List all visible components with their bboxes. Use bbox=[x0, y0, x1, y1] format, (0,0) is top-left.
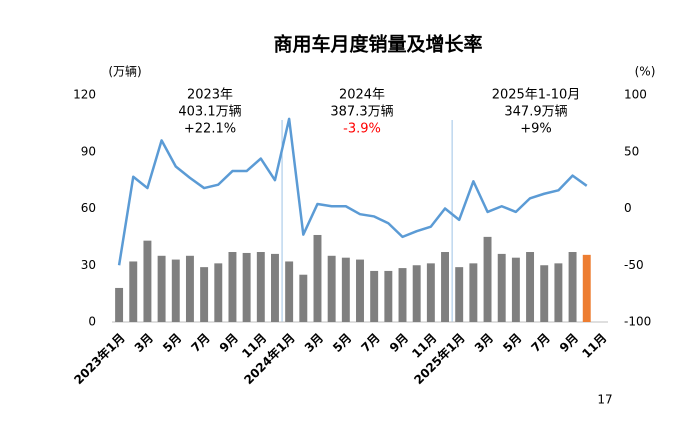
annotation-year: 2025年1-10月 bbox=[492, 88, 581, 103]
bar bbox=[441, 252, 449, 322]
bar bbox=[370, 270, 379, 322]
bar bbox=[299, 274, 308, 322]
y2-tick-label: 50 bbox=[624, 144, 639, 158]
x-tick-label: 5月 bbox=[330, 331, 354, 355]
bar bbox=[313, 234, 322, 322]
bar bbox=[412, 265, 421, 322]
bar bbox=[568, 252, 577, 322]
bar bbox=[214, 263, 223, 322]
bar bbox=[540, 265, 549, 322]
bar bbox=[469, 263, 478, 322]
x-tick-label: 7月 bbox=[529, 331, 553, 355]
x-tick-label: 9月 bbox=[387, 331, 411, 355]
x-tick-label: 3月 bbox=[132, 331, 156, 355]
bar bbox=[285, 261, 294, 322]
bar bbox=[228, 252, 237, 322]
x-tick-label: 3月 bbox=[302, 331, 326, 355]
bar bbox=[511, 257, 520, 322]
bar bbox=[356, 259, 364, 322]
page-number: 17 bbox=[597, 393, 612, 407]
annotation-year: 2023年 bbox=[187, 88, 233, 103]
bar bbox=[426, 263, 435, 322]
growth-line bbox=[117, 117, 588, 266]
y2-tick-label: -100 bbox=[624, 315, 651, 329]
bar bbox=[115, 287, 124, 322]
bar bbox=[242, 252, 251, 322]
chart-title: 商用车月度销量及增长率 bbox=[273, 33, 482, 56]
x-tick-label: 11月 bbox=[579, 331, 609, 361]
y-tick-label: 90 bbox=[81, 144, 96, 158]
bar bbox=[271, 253, 279, 322]
bar bbox=[483, 236, 492, 322]
x-tick-label: 9月 bbox=[557, 331, 581, 355]
x-tick-label: 5月 bbox=[160, 331, 184, 355]
y2-tick-label: 100 bbox=[624, 88, 647, 102]
bar bbox=[157, 255, 166, 322]
annotation-year: 2024年 bbox=[339, 88, 385, 103]
bar bbox=[582, 254, 591, 322]
bar bbox=[327, 255, 336, 322]
x-tick-label: 3月 bbox=[472, 331, 496, 355]
bar bbox=[256, 252, 265, 322]
bar bbox=[129, 261, 138, 322]
bar bbox=[143, 240, 152, 322]
annotation-total: 403.1万辆 bbox=[178, 105, 241, 120]
bar bbox=[171, 259, 180, 322]
bar bbox=[341, 257, 350, 322]
x-tick-label: 2023年1月 bbox=[71, 330, 128, 387]
annotation-growth: +9% bbox=[520, 122, 552, 137]
y-tick-label: 60 bbox=[81, 201, 96, 215]
y-tick-label: 120 bbox=[73, 88, 96, 102]
annotation-growth: +22.1% bbox=[184, 122, 236, 137]
annotation-growth: -3.9% bbox=[343, 122, 381, 137]
x-tick-label: 5月 bbox=[500, 331, 524, 355]
y-tick-label: 30 bbox=[81, 258, 96, 272]
y2-tick-label: -50 bbox=[624, 258, 644, 272]
x-tick-label: 7月 bbox=[358, 331, 382, 355]
bar bbox=[185, 255, 194, 322]
x-tick-label: 9月 bbox=[217, 331, 241, 355]
bar bbox=[497, 253, 506, 322]
bar bbox=[455, 267, 464, 322]
x-tick-label: 7月 bbox=[188, 331, 212, 355]
annotation-total: 347.9万辆 bbox=[504, 105, 567, 120]
y-axis-label: (万辆) bbox=[108, 65, 141, 79]
y-tick-label: 0 bbox=[88, 315, 96, 329]
y2-tick-label: 0 bbox=[624, 201, 632, 215]
annotation-total: 387.3万辆 bbox=[330, 105, 393, 120]
y2-axis-label: (%) bbox=[635, 65, 656, 79]
bar bbox=[526, 252, 535, 322]
bar bbox=[200, 267, 209, 322]
bar bbox=[554, 263, 563, 322]
bar bbox=[384, 270, 393, 322]
bar bbox=[398, 268, 407, 322]
